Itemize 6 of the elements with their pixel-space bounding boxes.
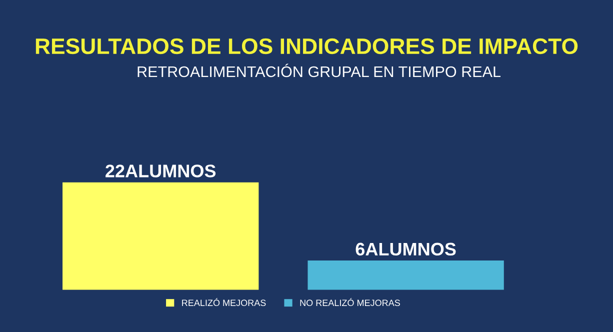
chart-subtitle: RETROALIMENTACIÓN GRUPAL EN TIEMPO REAL <box>138 64 500 78</box>
data-label: 6ALUMNOS <box>356 242 456 256</box>
legend-label: REALIZÓ MEJORAS <box>182 298 266 306</box>
chart-title: RESULTADOS DE LOS INDICADORES DE IMPACTO <box>36 38 578 54</box>
legend-label: NO REALIZÓ MEJORAS <box>300 298 400 306</box>
data-label: 22ALUMNOS <box>106 164 216 178</box>
